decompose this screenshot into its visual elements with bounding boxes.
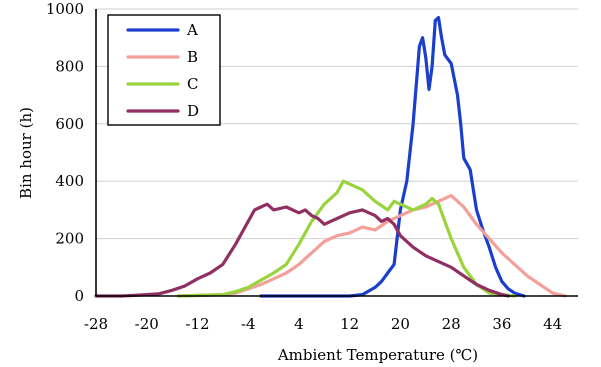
x-axis-label: Ambient Temperature (℃): [277, 346, 478, 364]
y-axis-label: Bin hour (h): [17, 107, 35, 199]
x-tick-label-6: 20: [391, 315, 410, 333]
y-tick-label-5: 1000: [46, 0, 84, 18]
y-tick-label-1: 200: [55, 230, 84, 248]
legend-label-A: A: [186, 21, 198, 39]
x-tick-label-1: -20: [135, 315, 159, 333]
x-tick-label-9: 44: [543, 315, 562, 333]
legend-label-D: D: [187, 102, 199, 120]
y-tick-label-0: 0: [74, 287, 84, 305]
x-tick-label-2: -12: [185, 315, 209, 333]
x-tick-label-8: 36: [492, 315, 511, 333]
x-tick-label-3: -4: [241, 315, 256, 333]
series-line-C: [176, 179, 517, 298]
series-line-B: [176, 194, 567, 298]
y-tick-label-4: 800: [55, 57, 84, 75]
y-tick-labels: 0 200 400 600 800 1000: [46, 0, 84, 305]
x-tick-label-7: 28: [442, 315, 461, 333]
series-line-A: [259, 16, 526, 298]
y-tick-label-2: 400: [55, 172, 84, 190]
axes: [95, 9, 578, 297]
legend-box: [107, 14, 221, 126]
x-tick-label-0: -28: [84, 315, 108, 333]
series-lines: [94, 16, 567, 298]
x-tick-label-4: 4: [294, 315, 304, 333]
series-line-D: [94, 202, 510, 298]
y-tick-label-3: 600: [55, 115, 84, 133]
legend-label-C: C: [187, 75, 198, 93]
legend-label-B: B: [187, 48, 198, 66]
x-tick-label-5: 12: [340, 315, 359, 333]
x-tick-labels: -28 -20 -12 -4 4 12 20 28 36 44: [84, 315, 562, 333]
